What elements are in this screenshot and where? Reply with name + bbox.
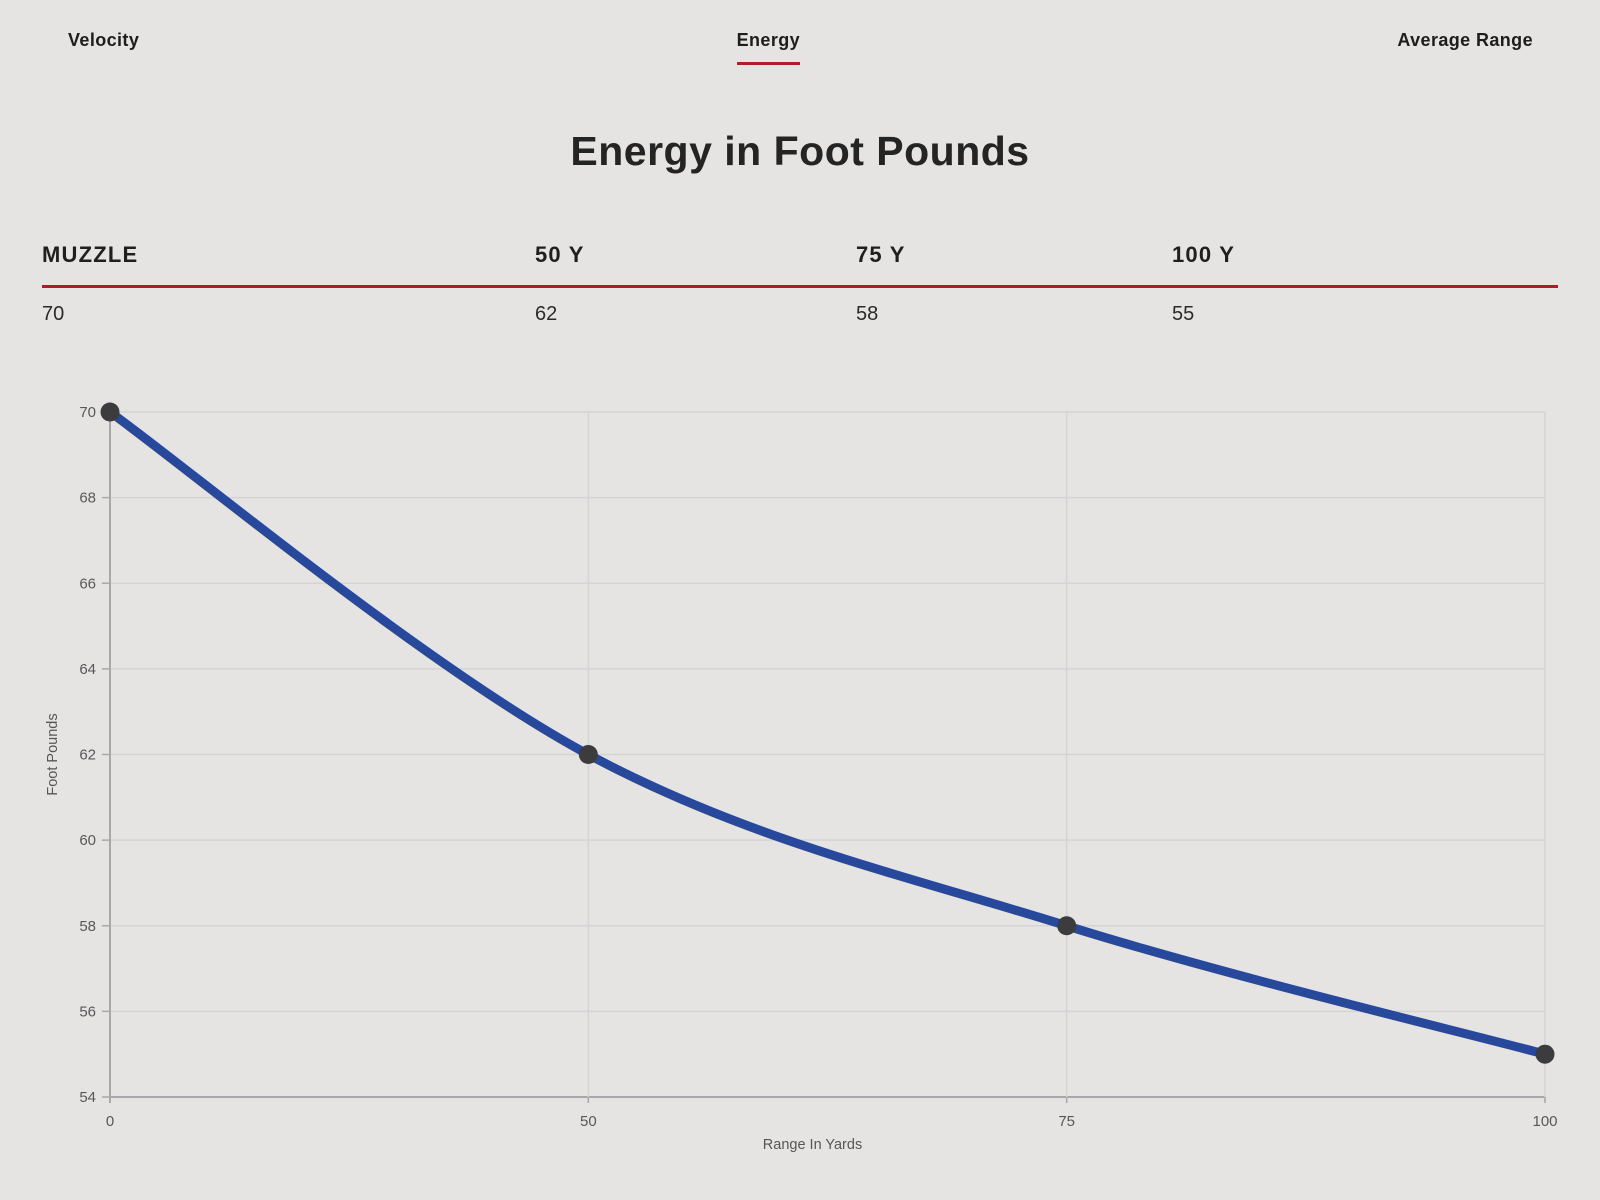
ytick-label-60: 60: [79, 832, 96, 849]
table-value-row: 70 62 58 55: [42, 302, 1558, 326]
ytick-label-56: 56: [79, 1003, 96, 1020]
value-50y: 62: [535, 303, 558, 325]
x-axis-title: Range In Yards: [763, 1137, 862, 1153]
table-header-50y: 50 Y: [535, 242, 585, 267]
tab-velocity-label: Velocity: [68, 30, 140, 50]
tab-energy-label: Energy: [736, 30, 801, 50]
metric-tabs: Velocity Energy Average Range: [68, 30, 1533, 65]
ytick-label-70: 70: [79, 404, 96, 421]
xtick-label-50: 50: [580, 1113, 597, 1130]
ytick-label-54: 54: [79, 1089, 96, 1106]
ytick-label-68: 68: [79, 490, 96, 507]
ytick-label-66: 66: [79, 575, 96, 592]
data-point-100y[interactable]: [1535, 1044, 1555, 1064]
table-header-75y: 75 Y: [856, 242, 906, 267]
energy-line-chart: 54 56 58 60 62 64 66 68 70 0 50 75 100 Range In Yards…: [0, 370, 1600, 1170]
y-axis-title: Foot Pounds: [45, 713, 61, 795]
data-point-0y[interactable]: [100, 402, 120, 422]
data-point-50y[interactable]: [578, 745, 598, 764]
tab-energy[interactable]: Energy: [736, 30, 801, 65]
range-data-table: MUZZLE 50 Y 75 Y 100 Y 70 62 58 55: [42, 241, 1558, 326]
ytick-label-58: 58: [79, 918, 96, 935]
table-header-100y: 100 Y: [1172, 242, 1236, 267]
tab-average-range-label: Average Range: [1397, 30, 1533, 50]
table-header-muzzle: MUZZLE: [42, 242, 139, 267]
tab-active-underline: [736, 62, 801, 65]
ytick-label-62: 62: [79, 747, 96, 764]
page-title: Energy in Foot Pounds: [570, 128, 1030, 174]
xtick-label-0: 0: [106, 1113, 114, 1130]
energy-series-line: [105, 407, 1550, 1059]
value-100y: 55: [1172, 303, 1195, 325]
tab-velocity[interactable]: Velocity: [68, 30, 139, 51]
table-header-row: MUZZLE 50 Y 75 Y 100 Y: [42, 241, 1558, 269]
xtick-label-75: 75: [1058, 1113, 1075, 1130]
value-muzzle: 70: [42, 303, 65, 325]
ytick-label-64: 64: [79, 661, 96, 678]
tab-average-range[interactable]: Average Range: [1397, 30, 1533, 51]
table-divider-line: [42, 285, 1558, 288]
data-point-75y[interactable]: [1057, 916, 1077, 936]
energy-chart-canvas: 54 56 58 60 62 64 66 68 70 0 50 75 100 Range In Yards…: [45, 402, 1558, 1153]
xtick-label-100: 100: [1532, 1113, 1557, 1130]
value-75y: 58: [856, 303, 879, 325]
